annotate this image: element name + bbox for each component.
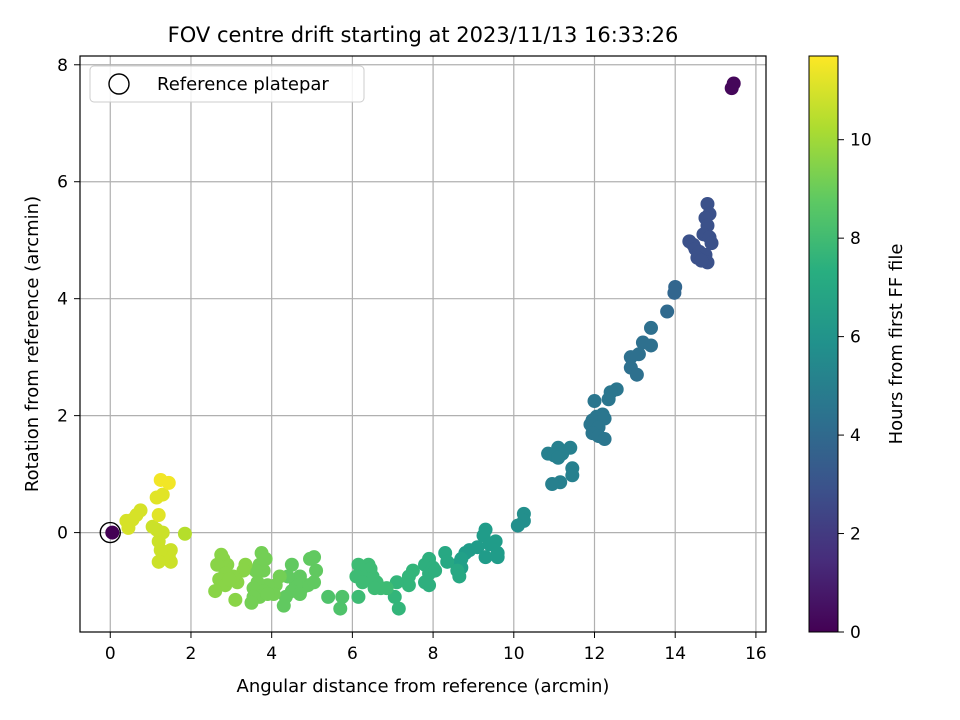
colorbar-tick-label: 8 bbox=[850, 229, 861, 249]
data-point bbox=[565, 468, 580, 483]
colorbar-tick-label: 2 bbox=[850, 525, 861, 545]
data-point bbox=[660, 304, 675, 319]
data-point bbox=[161, 475, 176, 490]
x-axis-ticks: 0 2 4 6 8 10 12 14 16 bbox=[105, 632, 767, 664]
data-point bbox=[510, 518, 525, 533]
data-point bbox=[222, 572, 237, 587]
data-point bbox=[401, 578, 416, 593]
data-point bbox=[704, 236, 719, 251]
y-tick-label: 0 bbox=[57, 524, 68, 544]
plot-frame bbox=[79, 55, 767, 633]
y-tick-label: 6 bbox=[57, 173, 68, 193]
reference-marker-layer bbox=[99, 521, 121, 544]
data-point bbox=[260, 586, 275, 601]
legend-box bbox=[89, 65, 365, 103]
data-point bbox=[623, 350, 638, 365]
data-point bbox=[145, 519, 160, 534]
data-point bbox=[155, 487, 170, 502]
data-point bbox=[208, 584, 223, 599]
colorbar-gradient bbox=[808, 55, 839, 633]
y-tick-label: 8 bbox=[57, 56, 68, 76]
colorbar: 0 2 4 6 8 10 Hours from first FF file bbox=[808, 55, 907, 643]
colorbar-tick-label: 6 bbox=[850, 328, 861, 348]
data-point bbox=[422, 578, 437, 593]
data-point bbox=[151, 554, 166, 569]
y-tick-label: 4 bbox=[57, 290, 68, 310]
legend-marker-icon bbox=[108, 73, 130, 95]
data-point bbox=[121, 520, 136, 535]
data-point bbox=[601, 392, 616, 407]
data-point bbox=[355, 575, 370, 590]
x-axis-label: Angular distance from reference (arcmin) bbox=[237, 676, 610, 697]
y-axis-ticks: 0 2 4 6 8 bbox=[57, 56, 80, 544]
x-tick-label: 16 bbox=[745, 644, 767, 664]
data-point bbox=[105, 525, 120, 540]
data-point bbox=[151, 508, 166, 523]
data-point bbox=[367, 581, 382, 596]
x-tick-label: 2 bbox=[186, 644, 197, 664]
x-tick-label: 0 bbox=[105, 644, 116, 664]
data-point bbox=[391, 601, 406, 616]
data-point bbox=[276, 598, 291, 613]
data-point bbox=[587, 394, 602, 409]
data-point bbox=[551, 450, 566, 465]
data-point bbox=[478, 550, 493, 565]
reference-marker bbox=[99, 521, 121, 544]
colorbar-ticks: 0 2 4 6 8 10 bbox=[838, 131, 872, 643]
legend-entry-reference: Reference platepar bbox=[157, 74, 329, 95]
data-point bbox=[321, 589, 336, 604]
data-point bbox=[545, 477, 560, 492]
y-axis-label: Rotation from reference (arcmin) bbox=[22, 196, 43, 492]
data-point bbox=[351, 589, 366, 604]
data-point bbox=[643, 338, 658, 353]
data-point bbox=[726, 76, 741, 91]
data-point bbox=[643, 320, 658, 335]
data-point bbox=[428, 563, 443, 578]
x-tick-label: 10 bbox=[503, 644, 525, 664]
data-point bbox=[177, 526, 192, 541]
data-point bbox=[667, 285, 682, 300]
x-tick-label: 14 bbox=[664, 644, 686, 664]
chart-title: FOV centre drift starting at 2023/11/13 … bbox=[168, 23, 679, 47]
data-point bbox=[284, 557, 299, 572]
colorbar-tick-label: 10 bbox=[850, 131, 872, 151]
data-point bbox=[309, 563, 324, 578]
colorbar-tick-label: 4 bbox=[850, 426, 861, 446]
y-tick-label: 2 bbox=[57, 407, 68, 427]
colorbar-tick-label: 0 bbox=[850, 623, 861, 643]
data-point bbox=[292, 586, 307, 601]
data-point bbox=[440, 554, 455, 569]
data-point bbox=[244, 595, 259, 610]
data-point bbox=[452, 569, 467, 584]
colorbar-label: Hours from first FF file bbox=[886, 244, 907, 445]
data-point bbox=[333, 601, 348, 616]
data-point bbox=[597, 432, 612, 447]
grid bbox=[80, 56, 766, 632]
data-points bbox=[105, 76, 741, 616]
legend: Reference platepar bbox=[89, 65, 365, 103]
data-point bbox=[629, 367, 644, 382]
x-tick-label: 12 bbox=[584, 644, 606, 664]
x-tick-label: 6 bbox=[347, 644, 358, 664]
data-point bbox=[335, 589, 350, 604]
data-point bbox=[490, 550, 505, 565]
data-point bbox=[303, 551, 318, 566]
x-tick-label: 4 bbox=[266, 644, 277, 664]
data-point bbox=[694, 253, 709, 268]
x-tick-label: 8 bbox=[428, 644, 439, 664]
data-point bbox=[228, 592, 243, 607]
